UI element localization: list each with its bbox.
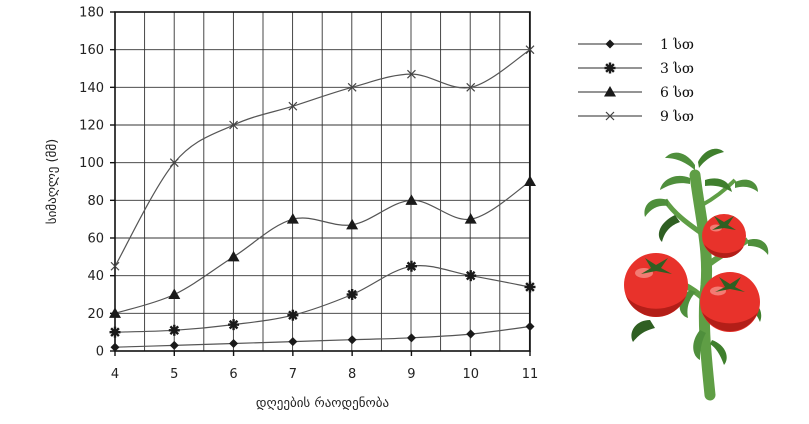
x-tick-label: 5 [170, 367, 178, 382]
x-tick-label: 9 [407, 367, 415, 382]
y-tick-label: 80 [87, 194, 104, 209]
y-tick-label: 40 [87, 269, 104, 284]
data-point-triangle [524, 175, 536, 186]
data-point-cross [169, 158, 179, 168]
legend-label: 1 სთ [660, 36, 694, 53]
data-point-diamond [110, 342, 120, 352]
x-axis-label: დღეების რაოდენობა [256, 396, 389, 411]
legend-item: 9 სთ [578, 108, 694, 125]
data-point-cross [110, 261, 120, 271]
data-point-cross [347, 82, 357, 92]
legend-item: 1 სთ [578, 36, 694, 53]
data-point-triangle [464, 213, 477, 224]
tomato-plant-icon [624, 148, 769, 401]
data-point-triangle [168, 288, 181, 299]
data-point-cross [525, 45, 535, 55]
legend-label: 9 სთ [660, 108, 694, 125]
data-point-cross [288, 101, 298, 111]
x-tick-label: 4 [111, 367, 119, 382]
data-point-diamond [525, 322, 535, 332]
x-tick-label: 7 [289, 367, 297, 382]
y-tick-label: 120 [79, 119, 104, 134]
data-point-asterisk [287, 309, 299, 321]
data-point-diamond [288, 337, 298, 347]
data-point-diamond [229, 338, 239, 348]
legend-label: 3 სთ [660, 60, 694, 77]
legend-marker-triangle [604, 86, 616, 97]
series-markers [109, 45, 536, 352]
data-point-cross [407, 69, 416, 79]
y-axis-label: სიმაღლე (მმ) [45, 139, 60, 224]
data-point-cross [229, 120, 238, 130]
data-point-triangle [346, 218, 359, 230]
legend-label: 6 სთ [660, 84, 694, 101]
y-tick-label: 100 [79, 156, 104, 171]
legend-item: 3 სთ [578, 60, 694, 77]
y-tick-label: 20 [87, 307, 104, 322]
legend: 1 სთ 3 სთ 6 სთ 9 სთ [578, 36, 694, 125]
data-point-asterisk [524, 281, 536, 293]
series-line-2 [114, 265, 531, 333]
series-line-1 [114, 325, 531, 348]
data-point-cross [466, 82, 476, 92]
data-point-asterisk [109, 326, 121, 338]
x-tick-label: 6 [229, 367, 237, 382]
data-point-triangle [405, 194, 418, 205]
axis-labels: დღეების რაოდენობა სიმაღლე (მმ) [45, 139, 389, 411]
data-point-asterisk [405, 260, 417, 272]
data-point-asterisk [168, 324, 180, 336]
data-point-diamond [347, 335, 357, 345]
series-line-3 [114, 180, 531, 314]
legend-marker-asterisk [604, 62, 616, 74]
data-point-asterisk [465, 270, 477, 282]
x-tick-label: 11 [522, 367, 539, 382]
y-tick-label: 180 [79, 6, 104, 21]
data-point-diamond [169, 340, 179, 350]
legend-item: 6 სთ [578, 84, 694, 101]
y-tick-label: 140 [79, 81, 104, 96]
data-point-asterisk [346, 289, 358, 300]
x-tick-label: 8 [348, 367, 356, 382]
data-point-asterisk [228, 319, 240, 331]
grid [114, 11, 530, 352]
data-point-diamond [406, 333, 416, 343]
data-point-triangle [109, 307, 121, 318]
data-point-triangle [227, 250, 240, 262]
legend-marker-cross [605, 111, 615, 121]
x-tick-label: 10 [462, 367, 479, 382]
y-tick-label: 160 [79, 43, 104, 58]
data-point-diamond [466, 329, 476, 339]
data-point-triangle [286, 213, 299, 224]
y-tick-label: 0 [96, 345, 104, 360]
tick-labels: 0 20 40 60 80 100 120 140 160 180 4 5 6 7 8 9 10 11 [79, 6, 538, 383]
legend-marker-diamond [605, 39, 615, 49]
axes [110, 11, 531, 356]
y-tick-label: 60 [87, 232, 104, 247]
